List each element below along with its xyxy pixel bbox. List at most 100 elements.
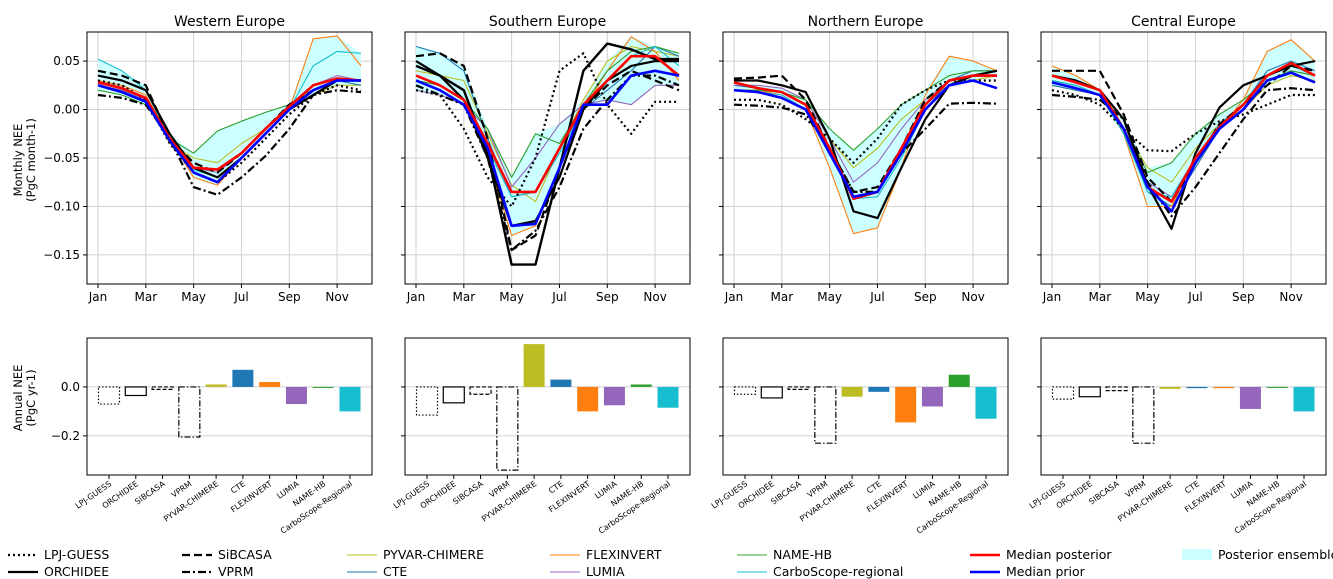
y-tick-label: 0.05 (53, 54, 80, 68)
annual-plot-frame (1040, 337, 1327, 476)
bar-orchidee (1078, 386, 1101, 398)
bar-category-label: SIBCASA (1087, 479, 1121, 506)
bar-lpj-guess (733, 386, 757, 395)
bar-category-label: SIBCASA (133, 479, 167, 506)
x-tick-label: Nov (1279, 290, 1302, 304)
series-line-median-posterior (97, 77, 362, 171)
x-tick-label: Mar (134, 290, 157, 304)
panel-title: Western Europe (174, 14, 285, 30)
x-tick-label: Jul (1187, 290, 1202, 304)
legend-swatch-posterior-ensemble (1182, 549, 1212, 560)
x-tick-label: May (181, 290, 206, 304)
panel-central-europe: Central Europe Jan Mar May Jul Sep Nov LPJ-GUES… (1028, 14, 1327, 536)
legend-label: CTE (383, 564, 407, 579)
legend-label: LPJ-GUESS (44, 547, 109, 562)
bar-sibcasa (787, 386, 810, 390)
x-tick-label: Jan (1042, 290, 1062, 304)
x-tick-label: Jan (406, 290, 426, 304)
series-line-orchidee (97, 74, 361, 179)
bar-name-hb (948, 374, 970, 387)
series-line-vprm (733, 101, 998, 193)
bar-name-hb (312, 386, 334, 388)
annual-plot-frame (86, 337, 373, 476)
bar-cte (868, 386, 890, 392)
bar-orchidee (760, 386, 783, 399)
y-tick-label: 0.00 (53, 103, 80, 117)
x-tick-label: Mar (1088, 290, 1111, 304)
bar-carboscope-regional (339, 386, 361, 412)
axis-label-line: (PgC yr-1) (24, 369, 38, 426)
bar-flexinvert (1213, 386, 1235, 389)
legend-label: FLEXINVERT (586, 547, 662, 562)
bar-carboscope-regional (975, 386, 997, 419)
x-tick-label: May (817, 290, 842, 304)
bar-sibcasa (469, 386, 492, 395)
bar-vprm (814, 386, 837, 444)
x-tick-label: Mar (770, 290, 793, 304)
axis-label-line: Annual NEE (11, 365, 25, 432)
series-line-pyvar-chimere (415, 45, 680, 203)
x-tick-label: Jul (233, 290, 248, 304)
annual-plot-frame (404, 337, 691, 476)
bar-category-label: CTE (865, 479, 883, 495)
y-tick-label: −0.2 (51, 429, 80, 443)
y-tick-label: 0.0 (61, 380, 80, 394)
legend: LPJ-GUESS SiBCASA PYVAR-CHIMERE FLEXINVERT N… (8, 547, 1333, 579)
y-tick-label: −0.05 (43, 151, 80, 165)
bar-category-label: SIBCASA (451, 479, 485, 506)
bar-lpj-guess (1051, 386, 1075, 400)
bar-vprm (496, 386, 519, 471)
bar-flexinvert (259, 382, 281, 387)
bar-vprm (178, 386, 201, 438)
y-tick-label: −0.10 (43, 199, 80, 213)
bar-name-hb (1266, 386, 1288, 388)
series-line-median-posterior (415, 54, 680, 194)
bar-cte (232, 369, 254, 387)
bar-pyvar-chimere (841, 386, 863, 397)
bar-lpj-guess (97, 386, 121, 405)
legend-label: LUMIA (586, 564, 625, 579)
series-line-sibcasa (415, 52, 680, 252)
y-tick-label: −0.15 (43, 248, 80, 262)
panel-title: Southern Europe (489, 14, 606, 30)
x-tick-label: Sep (914, 290, 937, 304)
series-line-vprm (97, 89, 362, 196)
panel-title: Central Europe (1131, 14, 1236, 30)
bar-sibcasa (1105, 386, 1128, 392)
series-line-median-prior (97, 79, 361, 184)
x-tick-label: May (499, 290, 524, 304)
x-tick-label: Sep (278, 290, 301, 304)
panel-title: Northern Europe (808, 14, 924, 30)
series-line-median-prior (1051, 71, 1316, 213)
panel-southern-europe: Southern Europe Jan Mar May Jul Sep Nov LPJ-GUE… (392, 14, 691, 536)
bar-category-label: CTE (1183, 479, 1201, 495)
legend-label: PYVAR-CHIMERE (383, 547, 484, 562)
bar-pyvar-chimere (523, 344, 545, 387)
series-line-sibcasa (733, 74, 997, 193)
series-line-median-posterior (1051, 61, 1316, 203)
legend-label: ORCHIDEE (44, 564, 109, 579)
bar-flexinvert (577, 386, 599, 412)
bar-lumia (921, 386, 943, 407)
legend-label: Median prior (1006, 564, 1086, 579)
bar-flexinvert (895, 386, 917, 423)
x-tick-label: Jan (88, 290, 108, 304)
x-tick-label: Nov (643, 290, 666, 304)
posterior-ensemble-band (1052, 39, 1315, 207)
annual-ylabel: Annual NEE(PgC yr-1) (11, 365, 38, 432)
x-tick-label: Nov (961, 290, 984, 304)
axis-label-line: (PgC month-1) (24, 118, 38, 202)
bar-category-label: CTE (229, 479, 247, 495)
bar-cte (1186, 386, 1208, 389)
bar-category-label: CTE (547, 479, 565, 495)
series-line-median-prior (415, 69, 680, 228)
bar-cte (550, 379, 572, 387)
series-line-vprm (415, 74, 680, 252)
series-line-lpj-guess (415, 52, 679, 208)
legend-label: SiBCASA (218, 547, 272, 562)
bar-pyvar-chimere (205, 384, 227, 387)
bar-lumia (1239, 386, 1261, 409)
